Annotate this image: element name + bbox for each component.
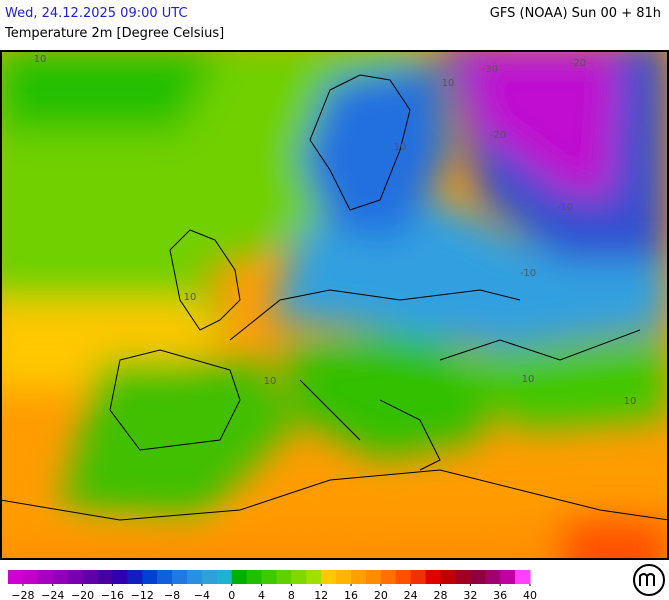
temperature-field	[1, 51, 668, 559]
contour-label: -20	[570, 58, 586, 69]
legend-swatch	[8, 570, 24, 584]
legend-swatch	[82, 570, 98, 584]
legend-label: −20	[71, 589, 94, 600]
legend-swatch	[500, 570, 516, 584]
legend-label: 28	[434, 589, 448, 600]
legend-swatch	[216, 570, 233, 584]
legend-swatch	[261, 570, 277, 584]
legend-swatch	[365, 570, 382, 584]
logo	[633, 564, 665, 596]
legend-label: 8	[288, 589, 295, 600]
legend-label: 20	[374, 589, 388, 600]
legend-swatch	[201, 570, 218, 584]
contour-label: -10	[520, 268, 536, 279]
legend-label: 36	[493, 589, 507, 600]
legend-label: −12	[131, 589, 154, 600]
legend-swatch	[112, 570, 128, 584]
legend-swatch	[97, 570, 113, 584]
legend-swatch	[440, 570, 456, 584]
legend-swatch	[37, 570, 54, 584]
legend-swatch	[351, 570, 367, 584]
legend-swatch	[425, 570, 442, 584]
contour-label: -20	[490, 130, 506, 141]
contour-label: 10	[394, 142, 407, 153]
legend-swatch	[410, 570, 427, 584]
legend-label: 32	[463, 589, 477, 600]
map-title: Temperature 2m [Degree Celsius]	[5, 26, 225, 41]
contour-label: -10	[557, 202, 573, 213]
legend-swatch	[172, 570, 188, 584]
contour-label: 10	[442, 78, 455, 89]
contour-label: 10	[264, 376, 277, 387]
legend-label: 0	[228, 589, 235, 600]
legend-swatch	[127, 570, 143, 584]
legend-label: 40	[523, 589, 537, 600]
legend-label: 24	[404, 589, 418, 600]
legend-swatch	[485, 570, 501, 584]
legend-label: −8	[164, 589, 180, 600]
legend-swatch	[142, 570, 158, 584]
legend-swatch	[157, 570, 173, 584]
legend-swatch	[291, 570, 307, 584]
legend-swatch	[336, 570, 352, 584]
legend-label: 12	[314, 589, 328, 600]
legend-label: 16	[344, 589, 358, 600]
contour-label: 10	[522, 374, 535, 385]
legend-swatch	[22, 570, 39, 584]
legend-label: −4	[194, 589, 210, 600]
legend-label: −16	[101, 589, 124, 600]
legend-swatch	[306, 570, 322, 584]
contour-label: -30	[482, 64, 498, 75]
legend-swatch	[186, 570, 203, 584]
legend-swatch	[246, 570, 263, 584]
legend-swatch	[231, 570, 248, 584]
legend-swatch	[380, 570, 397, 584]
coastlines	[1, 74, 668, 521]
contour-label: 10	[34, 54, 47, 65]
legend-swatch	[276, 570, 292, 584]
legend-label: −28	[11, 589, 34, 600]
legend-swatch	[455, 570, 471, 584]
datetime: Wed, 24.12.2025 09:00 UTC	[5, 6, 188, 21]
legend-swatch	[395, 570, 412, 584]
legend-swatch	[470, 570, 486, 584]
legend-label: −24	[41, 589, 64, 600]
legend-swatch	[515, 570, 531, 584]
model-run: GFS (NOAA) Sun 00 + 81h	[489, 6, 661, 21]
contour-label: 10	[184, 292, 197, 303]
legend: −28 −24 −20 −16 −12 −8 −4 0 4 8 12 16 20 24 28 32 36 40	[8, 570, 537, 600]
legend-swatch	[67, 570, 84, 584]
contour-label: 10	[624, 396, 637, 407]
legend-swatch	[321, 570, 337, 584]
map-frame	[0, 50, 669, 560]
legend-swatch	[52, 570, 69, 584]
legend-label: 4	[258, 589, 265, 600]
